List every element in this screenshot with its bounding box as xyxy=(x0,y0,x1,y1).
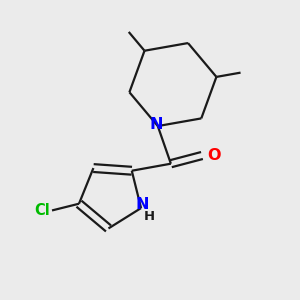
Text: N: N xyxy=(136,197,149,212)
Text: Cl: Cl xyxy=(34,203,50,218)
Text: O: O xyxy=(207,148,220,163)
Text: H: H xyxy=(144,210,155,223)
Text: N: N xyxy=(149,117,163,132)
